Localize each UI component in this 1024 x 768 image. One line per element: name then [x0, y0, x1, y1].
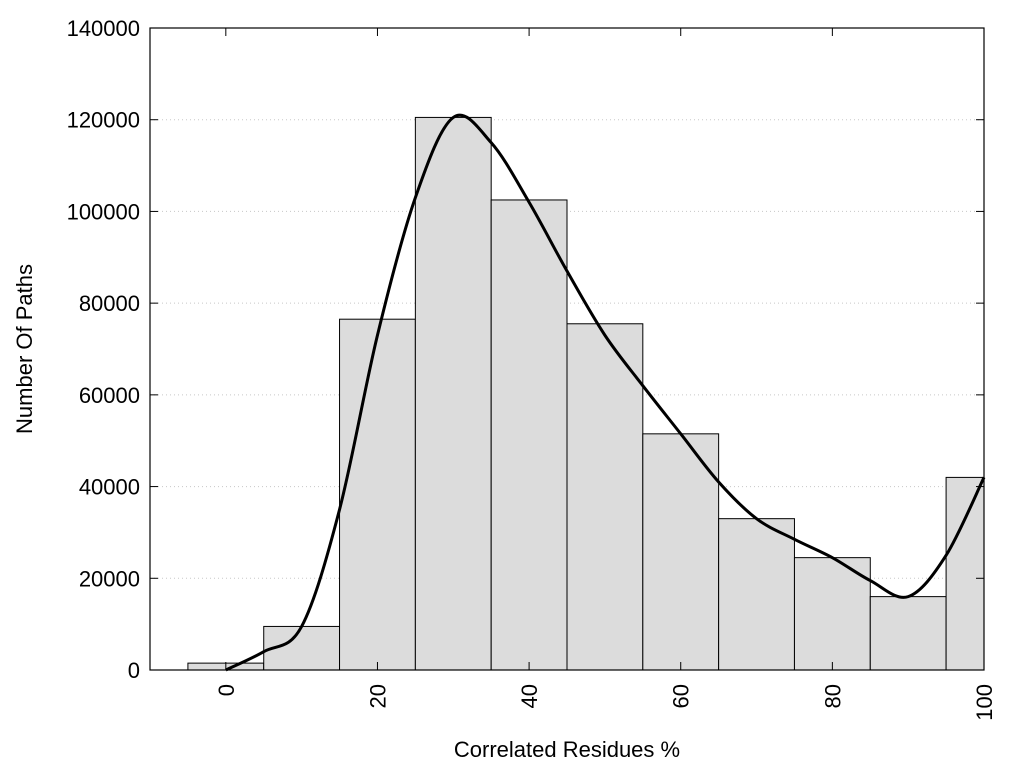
- bar-10: [945, 476, 985, 671]
- y-tick-label-0: 0: [128, 658, 140, 683]
- x-tick-label-4: 80: [820, 684, 845, 708]
- y-tick-label-1: 20000: [79, 566, 140, 591]
- bars: [187, 116, 985, 671]
- curve-line: [225, 113, 986, 672]
- bar-4: [490, 199, 568, 671]
- density-curve: [225, 113, 986, 672]
- y-tick-label-6: 120000: [67, 108, 140, 133]
- bar-2: [339, 318, 416, 671]
- y-tick-label-7: 140000: [67, 16, 140, 41]
- bar-6: [642, 433, 720, 671]
- x-tick-label-0: 0: [214, 684, 239, 696]
- x-tick-label-2: 40: [517, 684, 542, 708]
- bar-5: [566, 323, 644, 671]
- x-tick-label-1: 20: [365, 684, 390, 708]
- bar-9: [869, 596, 947, 671]
- y-axis-label: Number Of Paths: [12, 264, 37, 434]
- y-tick-label-2: 40000: [79, 475, 140, 500]
- bar-8: [793, 557, 871, 671]
- x-axis-label: Correlated Residues %: [454, 737, 680, 762]
- plot-frame: [149, 27, 985, 671]
- bar-7: [718, 518, 795, 671]
- x-tick-label-5: 100: [972, 684, 997, 721]
- x-tick-label-3: 60: [669, 684, 694, 708]
- y-tick-label-5: 100000: [67, 199, 140, 224]
- y-tick-label-4: 80000: [79, 291, 140, 316]
- bar-3: [414, 116, 492, 671]
- y-tick-label-3: 60000: [79, 383, 140, 408]
- axis-ticks: 0 20000 40000 60000 80000 100000 120000 140000 0…: [67, 16, 997, 721]
